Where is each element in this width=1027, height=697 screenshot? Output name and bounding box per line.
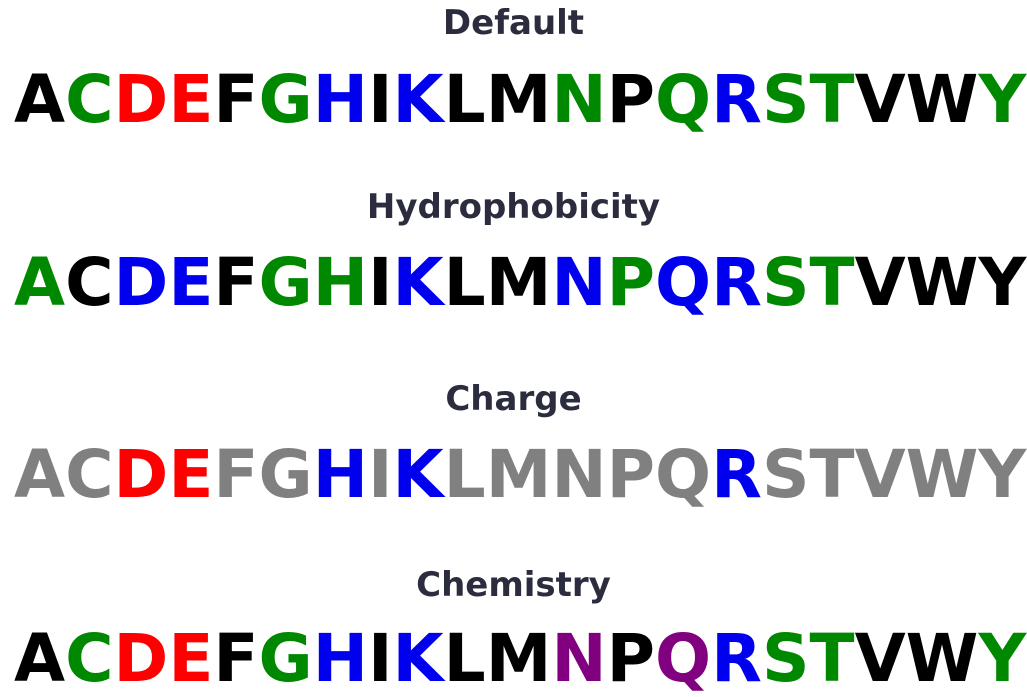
amino-acid-i: I [367, 620, 393, 697]
amino-acid-c: C [65, 244, 114, 321]
amino-acid-p: P [606, 620, 656, 697]
amino-acid-f: F [213, 61, 259, 138]
amino-acid-q: Q [655, 61, 712, 138]
amino-acid-l: L [443, 244, 486, 321]
amino-acid-k: K [392, 61, 444, 138]
amino-acid-f: F [213, 620, 259, 697]
amino-acid-y: Y [978, 61, 1027, 138]
amino-acid-g: G [258, 436, 313, 513]
amino-acid-m: M [485, 61, 552, 138]
amino-acid-c: C [65, 620, 114, 697]
amino-acid-m: M [485, 436, 552, 513]
amino-acid-e: E [168, 61, 214, 138]
amino-acid-d: D [113, 436, 169, 513]
amino-acid-a: A [14, 620, 66, 697]
amino-acid-m: M [485, 244, 552, 321]
amino-acid-s: S [761, 61, 810, 138]
amino-acid-r: R [711, 61, 762, 138]
amino-acid-i: I [367, 436, 393, 513]
amino-acid-g: G [258, 620, 313, 697]
amino-acid-n: N [551, 244, 607, 321]
amino-acid-n: N [551, 620, 607, 697]
amino-acid-g: G [258, 244, 313, 321]
amino-acid-g: G [258, 61, 313, 138]
amino-acid-h: H [312, 61, 368, 138]
amino-acid-k: K [392, 244, 444, 321]
amino-acid-r: R [711, 620, 762, 697]
panel-title: Hydrophobicity [366, 187, 661, 227]
amino-acid-d: D [113, 244, 169, 321]
amino-acid-t: T [809, 244, 855, 321]
amino-acid-w: W [905, 436, 979, 513]
amino-acid-w: W [905, 61, 979, 138]
amino-acid-e: E [168, 244, 214, 321]
amino-acid-t: T [809, 436, 855, 513]
amino-acid-q: Q [655, 244, 712, 321]
amino-acid-y: Y [978, 244, 1027, 321]
amino-acid-p: P [606, 244, 656, 321]
amino-acid-h: H [312, 244, 368, 321]
amino-acid-s: S [761, 244, 810, 321]
amino-acid-s: S [761, 436, 810, 513]
amino-acid-q: Q [655, 620, 712, 697]
amino-acid-s: S [761, 620, 810, 697]
amino-acid-v: V [854, 61, 906, 138]
amino-acid-l: L [443, 436, 486, 513]
amino-acid-k: K [392, 436, 444, 513]
amino-acid-y: Y [978, 436, 1027, 513]
amino-acid-f: F [213, 436, 259, 513]
amino-acid-v: V [854, 244, 906, 321]
amino-acid-l: L [443, 61, 486, 138]
amino-acid-i: I [367, 61, 393, 138]
amino-acid-w: W [905, 620, 979, 697]
amino-acid-p: P [606, 436, 656, 513]
amino-acid-h: H [312, 436, 368, 513]
amino-acid-i: I [367, 244, 393, 321]
amino-acid-k: K [392, 620, 444, 697]
amino-acid-t: T [809, 61, 855, 138]
amino-acid-c: C [65, 61, 114, 138]
amino-acid-q: Q [655, 436, 712, 513]
amino-acid-w: W [905, 244, 979, 321]
amino-acid-v: V [854, 436, 906, 513]
amino-acid-m: M [485, 620, 552, 697]
panel-title: Default [442, 3, 585, 43]
amino-acid-n: N [551, 61, 607, 138]
amino-acid-n: N [551, 436, 607, 513]
amino-acid-f: F [213, 244, 259, 321]
amino-acid-e: E [168, 436, 214, 513]
amino-acid-r: R [711, 436, 762, 513]
amino-acid-d: D [113, 620, 169, 697]
amino-acid-a: A [14, 61, 66, 138]
amino-acid-l: L [443, 620, 486, 697]
amino-acid-v: V [854, 620, 906, 697]
amino-acid-a: A [14, 244, 66, 321]
amino-acid-e: E [168, 620, 214, 697]
amino-acid-r: R [711, 244, 762, 321]
panel-title: Chemistry [416, 565, 611, 605]
amino-acid-d: D [113, 61, 169, 138]
amino-acid-a: A [14, 436, 66, 513]
amino-acid-h: H [312, 620, 368, 697]
amino-acid-c: C [65, 436, 114, 513]
amino-acid-y: Y [978, 620, 1027, 697]
panel-title: Charge [445, 379, 582, 419]
amino-acid-t: T [809, 620, 855, 697]
amino-acid-p: P [606, 61, 656, 138]
